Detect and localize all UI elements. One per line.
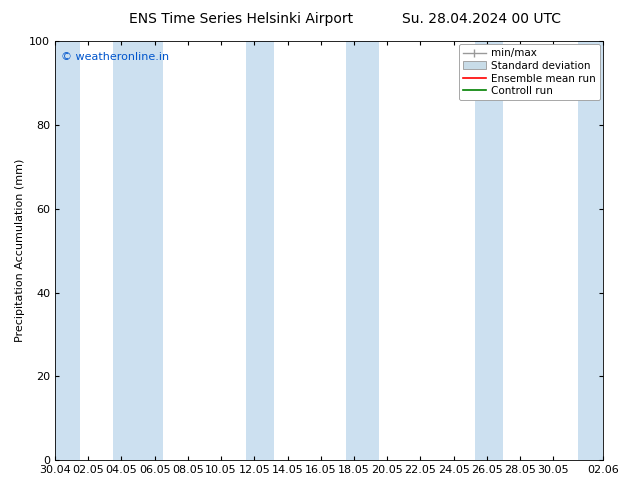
Bar <box>113 41 163 460</box>
Bar <box>246 41 275 460</box>
Text: ENS Time Series Helsinki Airport: ENS Time Series Helsinki Airport <box>129 12 353 26</box>
Bar <box>578 41 607 460</box>
Y-axis label: Precipitation Accumulation (mm): Precipitation Accumulation (mm) <box>15 159 25 343</box>
Bar <box>476 41 503 460</box>
Bar <box>346 41 379 460</box>
Bar <box>52 41 80 460</box>
Text: Su. 28.04.2024 00 UTC: Su. 28.04.2024 00 UTC <box>403 12 561 26</box>
Text: © weatheronline.in: © weatheronline.in <box>60 51 169 62</box>
Legend: min/max, Standard deviation, Ensemble mean run, Controll run: min/max, Standard deviation, Ensemble me… <box>459 44 600 100</box>
